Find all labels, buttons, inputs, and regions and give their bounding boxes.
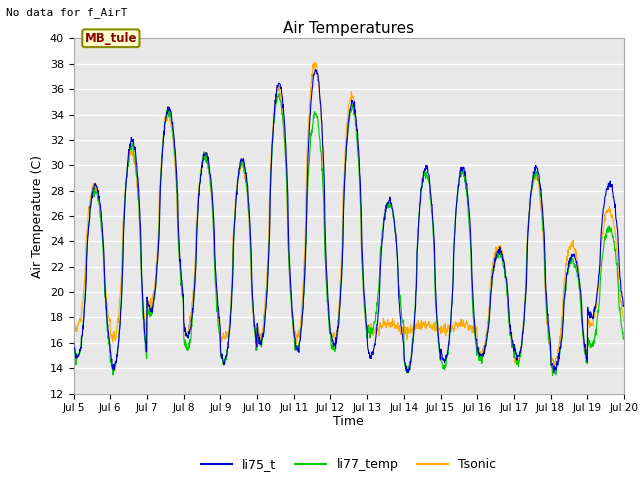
X-axis label: Time: Time — [333, 415, 364, 428]
Text: MB_tule: MB_tule — [84, 32, 137, 45]
Y-axis label: Air Temperature (C): Air Temperature (C) — [31, 155, 44, 277]
Legend: li75_t, li77_temp, Tsonic: li75_t, li77_temp, Tsonic — [196, 453, 502, 476]
Text: No data for f_AirT: No data for f_AirT — [6, 7, 128, 18]
Title: Air Temperatures: Air Temperatures — [284, 21, 414, 36]
